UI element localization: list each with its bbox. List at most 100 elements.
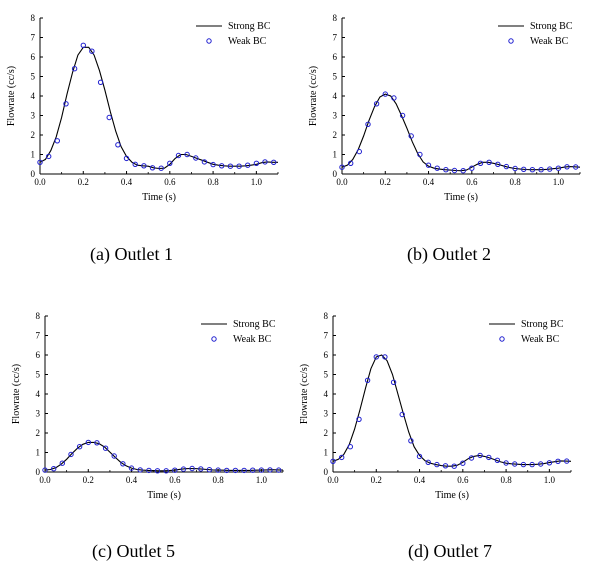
weak-bc-point bbox=[111, 453, 117, 459]
weak-bc-point bbox=[529, 167, 536, 173]
weak-bc-point bbox=[364, 377, 371, 384]
y-tick-label: 7 bbox=[31, 33, 36, 43]
weak-bc-point bbox=[348, 160, 354, 167]
x-axis-label: Time (s) bbox=[435, 490, 469, 501]
y-tick-label: 5 bbox=[333, 72, 338, 82]
weak-bc-point bbox=[141, 163, 147, 169]
weak-bc-point bbox=[219, 163, 225, 169]
weak-bc-point bbox=[547, 166, 553, 172]
caption-outlet-1: (a) Outlet 1 bbox=[90, 244, 173, 264]
weak-bc-point bbox=[89, 48, 95, 54]
chart-panel-outlet-7: 0 1 2 3 4 5 6 7 8 0.0 0.2 0.4 0.6 0.8 1.0 Time (s) Flowr… bbox=[293, 298, 593, 513]
x-tick-label: 0.2 bbox=[78, 177, 89, 187]
chart-panel-outlet-2: 0 1 2 3 4 5 6 7 8 0.0 0.2 0.4 0.6 0.8 1.0 Time (s) Flowr… bbox=[302, 0, 602, 215]
weak-bc-point bbox=[180, 466, 187, 472]
weak-bc-point bbox=[503, 460, 509, 466]
y-axis-label: Flowrate (cc/s) bbox=[11, 364, 22, 424]
weak-bc-point bbox=[94, 440, 100, 446]
x-tick-label: 0.6 bbox=[457, 475, 469, 485]
y-axis-label: Flowrate (cc/s) bbox=[299, 364, 310, 424]
legend-weak-bc-marker bbox=[499, 336, 505, 342]
y-tick-label: 6 bbox=[36, 350, 41, 360]
weak-bc-point bbox=[486, 159, 492, 166]
weak-bc-point bbox=[512, 165, 518, 172]
legend-weak-bc-label: Weak BC bbox=[530, 36, 569, 47]
caption-outlet-2: (b) Outlet 2 bbox=[407, 244, 491, 264]
weak-bc-point bbox=[241, 467, 247, 474]
weak-bc-point bbox=[494, 457, 501, 464]
weak-bc-point bbox=[399, 411, 405, 418]
y-tick-label: 4 bbox=[324, 389, 329, 399]
legend-strong-bc-label: Strong BC bbox=[521, 319, 564, 330]
y-tick-label: 6 bbox=[333, 52, 338, 62]
weak-bc-point bbox=[417, 151, 423, 158]
weak-bc-point bbox=[271, 159, 277, 166]
y-tick-label: 8 bbox=[333, 13, 338, 23]
weak-bc-point bbox=[469, 165, 475, 171]
strong-bc-line bbox=[332, 354, 572, 467]
weak-bc-point bbox=[120, 461, 126, 467]
weak-bc-point bbox=[486, 454, 492, 461]
y-tick-label: 5 bbox=[36, 370, 41, 380]
weak-bc-point bbox=[356, 148, 362, 155]
weak-bc-point bbox=[529, 461, 535, 468]
weak-bc-point bbox=[128, 465, 135, 471]
chart-outlet-5: 0 1 2 3 4 5 6 7 8 0.0 0.2 0.4 0.6 0.8 1.0 Time (s) Flowr… bbox=[11, 311, 284, 501]
weak-bc-point bbox=[477, 452, 483, 459]
weak-bc-point bbox=[434, 461, 440, 468]
x-tick-label: 0.0 bbox=[34, 177, 46, 187]
y-tick-label: 8 bbox=[324, 311, 329, 321]
x-tick-label: 0.6 bbox=[164, 177, 176, 187]
weak-bc-point bbox=[227, 163, 234, 169]
weak-bc-point bbox=[503, 163, 510, 170]
weak-bc-point bbox=[443, 167, 449, 173]
y-tick-label: 4 bbox=[333, 91, 338, 101]
weak-bc-point bbox=[339, 454, 345, 461]
weak-bc-point bbox=[451, 167, 458, 174]
y-tick-label: 1 bbox=[31, 150, 36, 160]
y-tick-label: 3 bbox=[324, 409, 329, 419]
weak-bc-point bbox=[373, 354, 380, 360]
y-tick-label: 4 bbox=[36, 389, 41, 399]
weak-bc-point bbox=[250, 467, 256, 473]
weak-bc-point bbox=[206, 467, 213, 473]
chart-panel-outlet-5: 0 1 2 3 4 5 6 7 8 0.0 0.2 0.4 0.6 0.8 1.0 Time (s) Flowr… bbox=[5, 298, 305, 513]
weak-bc-point bbox=[193, 155, 199, 161]
weak-bc-point bbox=[149, 165, 156, 171]
y-tick-label: 0 bbox=[333, 169, 338, 179]
weak-bc-point bbox=[245, 162, 251, 168]
weak-bc-point bbox=[76, 444, 83, 450]
weak-bc-point bbox=[382, 91, 389, 97]
weak-bc-point bbox=[408, 438, 414, 444]
weak-bc-point bbox=[390, 379, 397, 386]
weak-bc-point bbox=[236, 163, 242, 169]
weak-bc-point bbox=[224, 467, 230, 474]
weak-bc-point bbox=[495, 161, 501, 168]
weak-bc-point bbox=[555, 458, 561, 465]
weak-bc-point bbox=[210, 161, 216, 168]
weak-bc-point bbox=[37, 159, 43, 166]
y-tick-label: 4 bbox=[31, 91, 36, 101]
weak-bc-point bbox=[339, 164, 345, 170]
weak-bc-point bbox=[399, 112, 406, 119]
y-tick-label: 2 bbox=[324, 428, 329, 438]
y-tick-label: 0 bbox=[31, 169, 36, 179]
weak-bc-point bbox=[538, 461, 544, 467]
x-axis-label: Time (s) bbox=[444, 192, 478, 203]
weak-bc-point bbox=[520, 461, 527, 468]
y-tick-label: 2 bbox=[333, 130, 338, 140]
weak-bc-point bbox=[416, 453, 423, 460]
y-tick-label: 6 bbox=[324, 350, 329, 360]
weak-bc-point bbox=[115, 142, 121, 148]
weak-bc-point bbox=[201, 159, 208, 165]
y-axis-label: Flowrate (cc/s) bbox=[6, 66, 17, 126]
y-tick-label: 5 bbox=[31, 72, 36, 82]
weak-bc-point bbox=[172, 467, 178, 473]
x-tick-label: 0.8 bbox=[207, 177, 219, 187]
weak-bc-point bbox=[564, 458, 570, 464]
weak-bc-point bbox=[253, 160, 260, 167]
x-tick-label: 1.0 bbox=[553, 177, 565, 187]
x-tick-label: 0.2 bbox=[83, 475, 94, 485]
weak-bc-point bbox=[184, 151, 190, 158]
weak-bc-point bbox=[51, 466, 57, 472]
